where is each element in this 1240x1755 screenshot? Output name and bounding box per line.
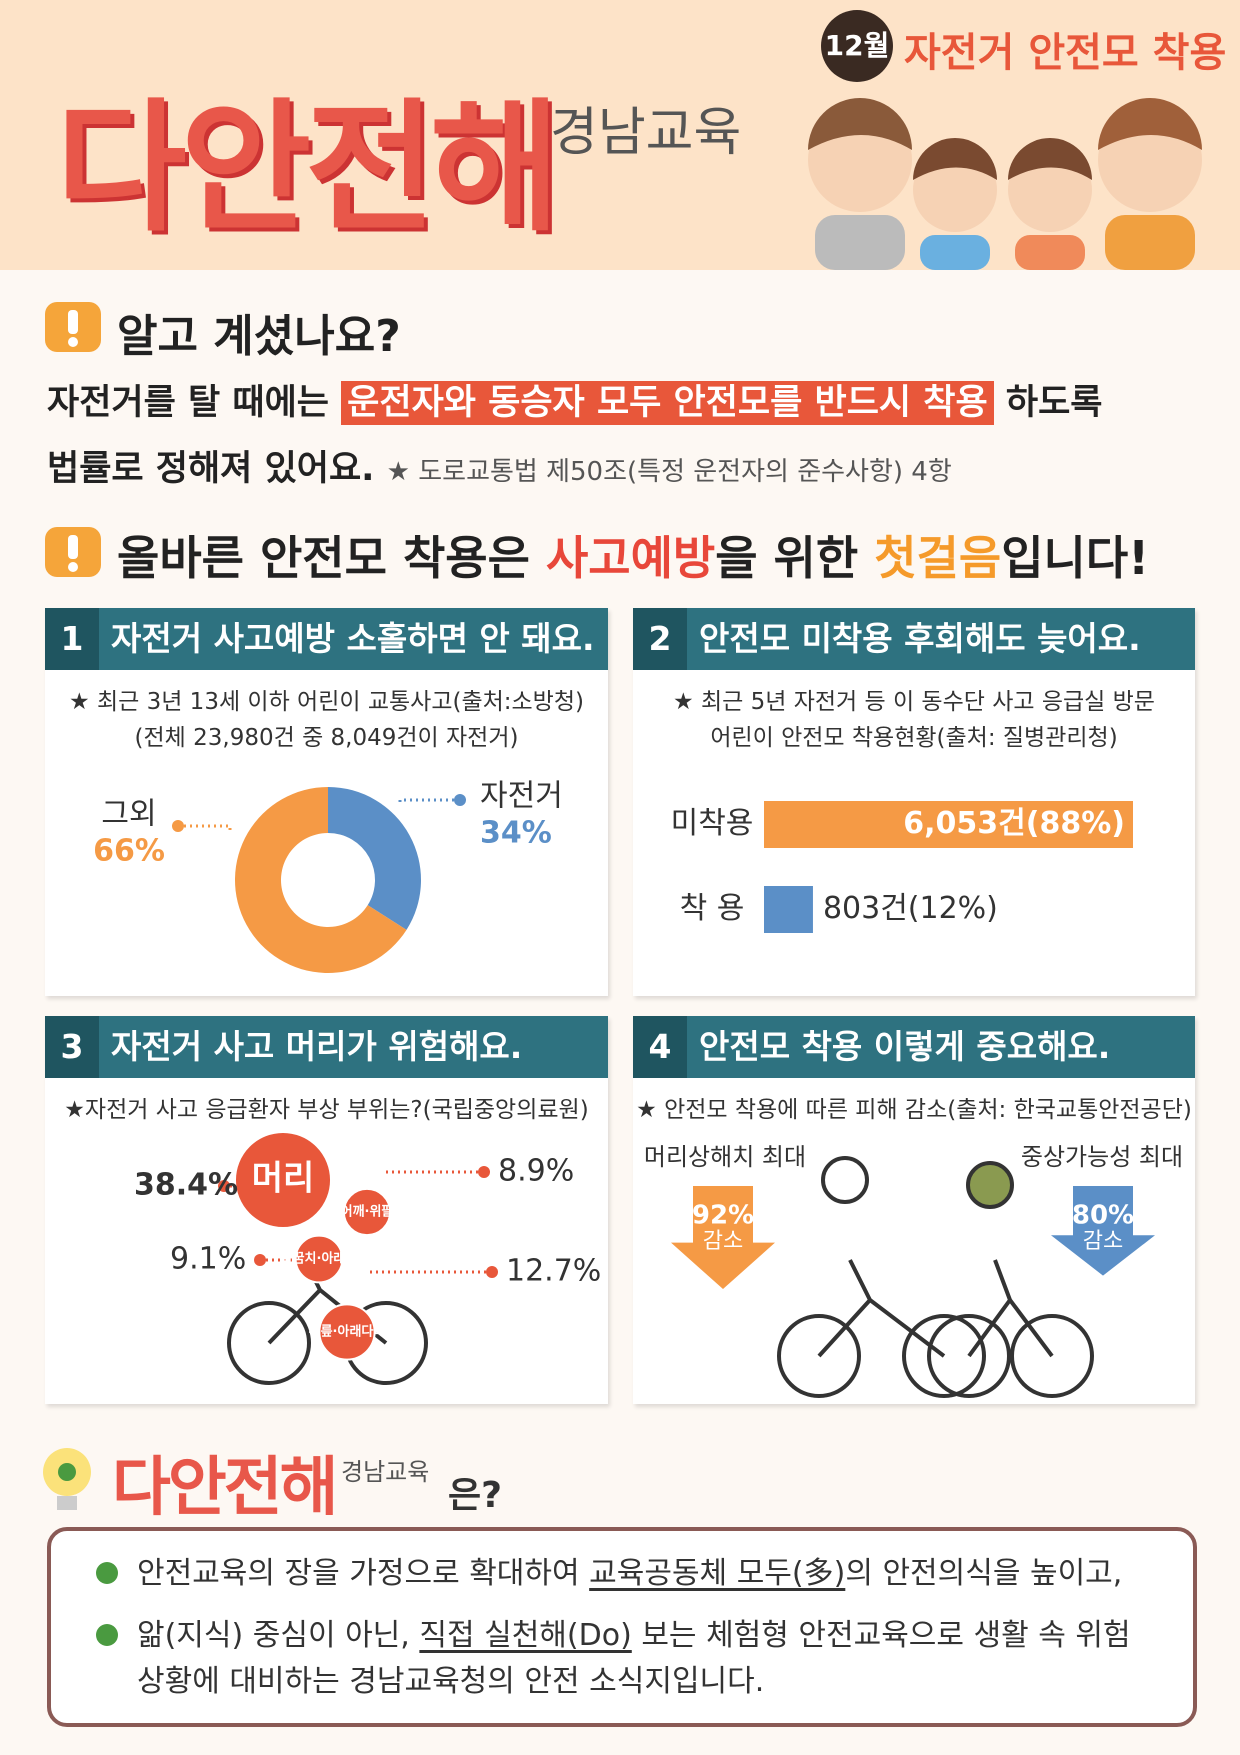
panel-title: 3 자전거 사고 머리가 위험해요. [45, 1016, 608, 1078]
panel: 4 안전모 착용 이렇게 중요해요. ★ 안전모 착용에 따른 피해 감소(출처:… [633, 1016, 1195, 1404]
underline: 직접 실천해(Do) [419, 1618, 632, 1653]
logo-sub: 경남교육 [550, 103, 742, 163]
footer-logo-sub: 경남교육 [341, 1458, 430, 1486]
text: 입니다! [1001, 531, 1150, 585]
highlight: 운전자와 동승자 모두 안전모를 반드시 착용 [341, 381, 994, 425]
footer-box: 안전교육의 장을 가정으로 확대하여 교육공동체 모두(多)의 안전의식을 높이… [47, 1527, 1197, 1727]
text: 자전거 사고 머리가 위험해요. [111, 1027, 523, 1066]
underline: 교육공동체 모두(多) [589, 1556, 846, 1591]
topic: 자전거 안전모 착용 [904, 30, 1227, 76]
text: 하도록 [1005, 383, 1103, 423]
note: ★자전거 사고 응급환자 부상 부위는?(국립중앙의료원) [64, 1097, 589, 1123]
text: 법률로 정해져 있어요. [47, 449, 375, 489]
text: 안전모 미착용 후회해도 늦어요. [699, 619, 1141, 658]
panel-number: 2 [633, 608, 687, 670]
notes: ★ 안전모 착용에 따른 피해 감소(출처: 한국교통안전공단) [633, 1092, 1195, 1128]
footer-logo: 다안전해 [112, 1451, 339, 1525]
panel-number: 3 [45, 1016, 99, 1078]
month-badge: 12월 [821, 10, 893, 82]
notes: ★자전거 사고 응급환자 부상 부위는?(국립중앙의료원) [45, 1092, 608, 1128]
panel: 2 안전모 미착용 후회해도 늦어요. ★ 최근 5년 자전거 등 이 동수단 사… [633, 608, 1195, 996]
note: (전체 23,980건 중 8,049건이 자전거) [134, 725, 519, 751]
text: 앎(지식) 중심이 아닌, [137, 1618, 410, 1653]
text: 안전모 착용 이렇게 중요해요. [699, 1027, 1111, 1066]
notice-heading: 알고 계셨나요? [117, 311, 401, 362]
logo: 다안전해 [56, 86, 561, 251]
note: ★ 안전모 착용에 따른 피해 감소(출처: 한국교통안전공단) [636, 1097, 1192, 1123]
bullet: 앎(지식) 중심이 아닌, 직접 실천해(Do) 보는 체험형 안전교육으로 생… [137, 1613, 1157, 1705]
source: ★ 도로교통법 제50조(특정 운전자의 준수사항) 4항 [386, 457, 952, 487]
notes: ★ 최근 3년 13세 이하 어린이 교통사고(출처:소방청) (전체 23,98… [45, 684, 608, 756]
bulb-icon [43, 1448, 91, 1510]
bullet: 안전교육의 장을 가정으로 확대하여 교육공동체 모두(多)의 안전의식을 높이… [137, 1551, 1157, 1597]
panel-number: 4 [633, 1016, 687, 1078]
text: 을 위한 [715, 531, 859, 585]
panel: 1 자전거 사고예방 소홀하면 안 돼요. ★ 최근 3년 13세 이하 어린이 … [45, 608, 608, 996]
slogan: 올바른 안전모 착용은 사고예방을 위한 첫걸음입니다! [117, 522, 1149, 588]
notice-line2: 법률로 정해져 있어요. ★ 도로교통법 제50조(특정 운전자의 준수사항) … [47, 440, 952, 491]
panel: 3 자전거 사고 머리가 위험해요. ★자전거 사고 응급환자 부상 부위는?(국… [45, 1016, 608, 1404]
text: 의 안전의식을 높이고, [845, 1556, 1123, 1591]
text: 자전거를 탈 때에는 [47, 383, 329, 423]
text: 보는 체험형 안전교육으로 생활 속 위험상황에 대비하는 경남교육청의 안전 … [137, 1618, 1131, 1699]
footer-suffix: 은? [448, 1475, 503, 1516]
note: ★ 최근 5년 자전거 등 이 동수단 사고 응급실 방문 [673, 689, 1155, 715]
text: 올바른 안전모 착용은 [117, 531, 530, 585]
alert-icon [45, 302, 101, 352]
text: 첫걸음 [874, 531, 1002, 585]
notice-line1: 자전거를 탈 때에는 운전자와 동승자 모두 안전모를 반드시 착용 하도록 [47, 374, 1103, 425]
panel-title: 2 안전모 미착용 후회해도 늦어요. [633, 608, 1195, 670]
note: ★ 최근 3년 13세 이하 어린이 교통사고(출처:소방청) [69, 689, 584, 715]
text: 자전거 사고예방 소홀하면 안 돼요. [111, 619, 595, 658]
panel-title: 1 자전거 사고예방 소홀하면 안 돼요. [45, 608, 608, 670]
panel-title: 4 안전모 착용 이렇게 중요해요. [633, 1016, 1195, 1078]
panel-number: 1 [45, 608, 99, 670]
text: 안전교육의 장을 가정으로 확대하여 [137, 1556, 580, 1591]
text: 사고예방 [545, 531, 716, 585]
alert-icon [45, 527, 101, 577]
note: 어린이 안전모 착용현황(출처: 질병관리청) [710, 725, 1118, 751]
